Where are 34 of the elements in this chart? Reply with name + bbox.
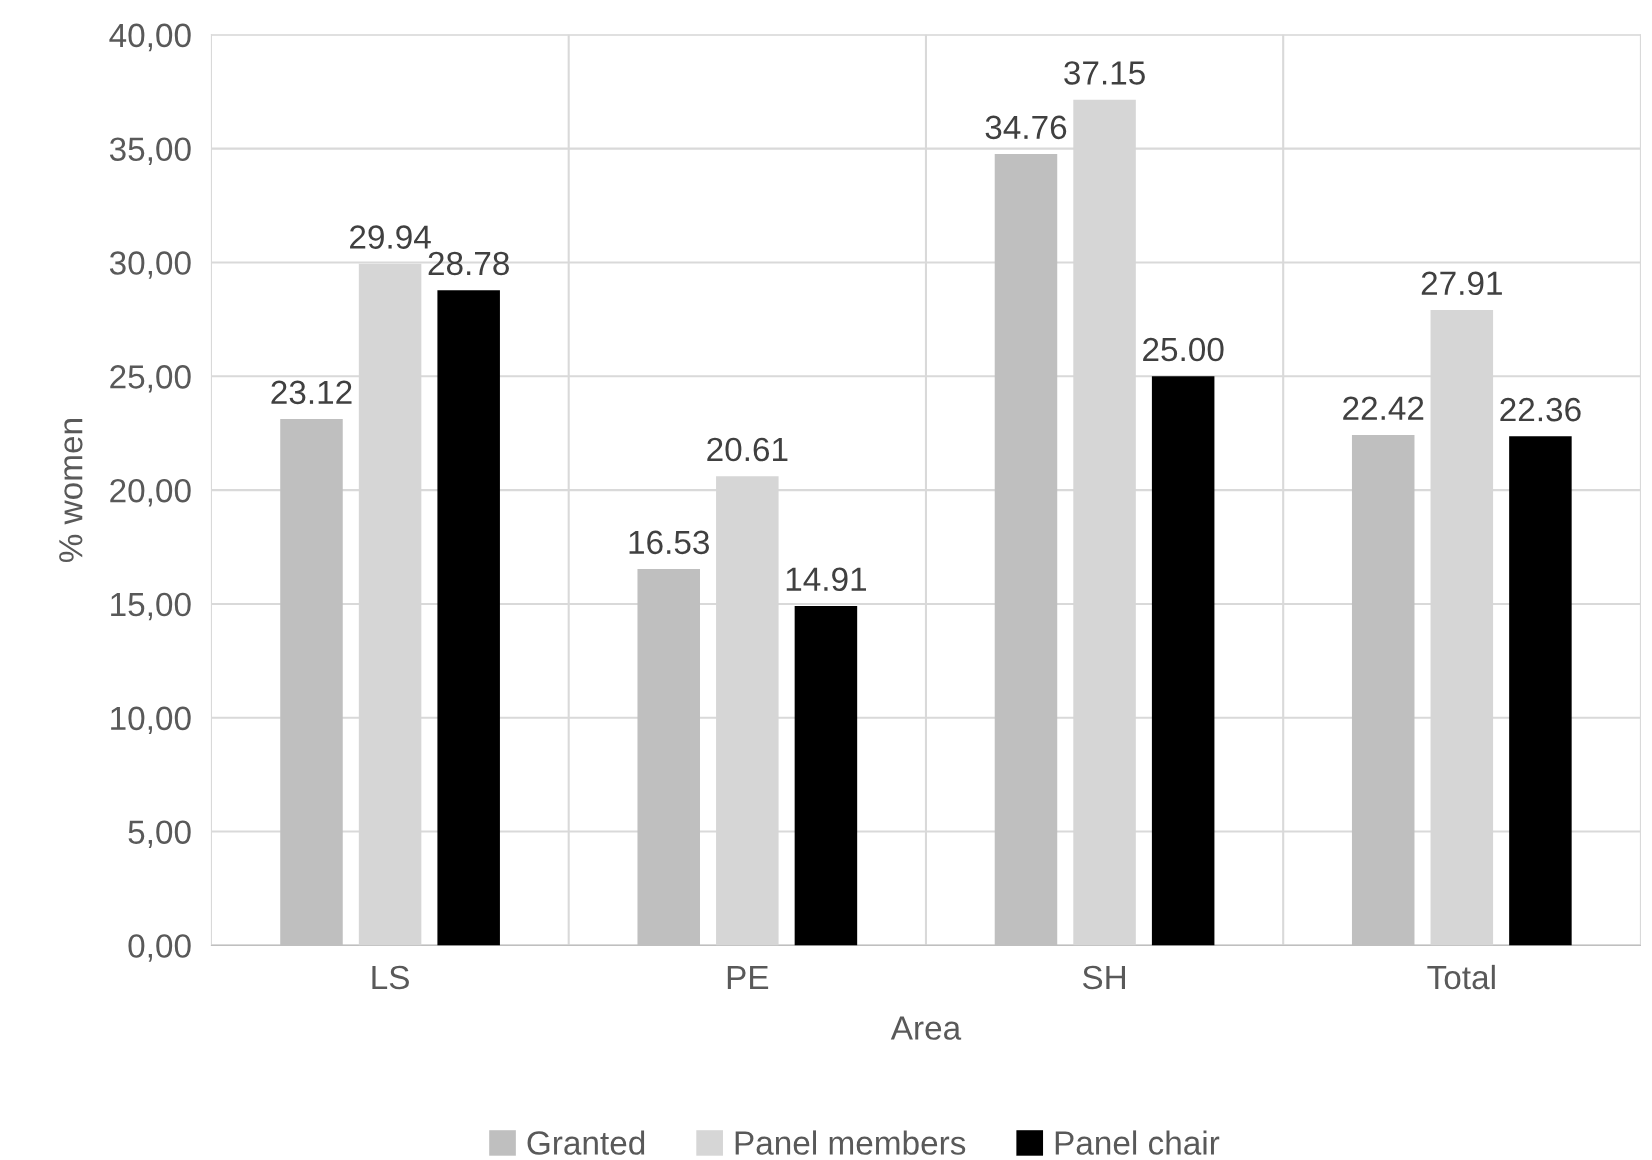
y-tick-label: 5,00: [128, 820, 191, 848]
bar: [794, 605, 858, 946]
y-tick-label: 40,00: [109, 23, 191, 52]
data-label: 22.36: [1500, 397, 1581, 422]
x-axis-title: Area: [890, 1016, 962, 1040]
y-tick-label: 20,00: [110, 478, 191, 507]
x-tick-label: LS: [372, 965, 409, 990]
y-tick-label: 30,00: [109, 251, 191, 279]
legend-label: Panel members: [735, 1130, 966, 1155]
y-tick-label: 25,00: [110, 365, 191, 393]
data-label: 28.78: [428, 251, 509, 276]
bar: [1151, 376, 1215, 946]
bar: [1509, 436, 1572, 946]
data-label: 23.12: [271, 380, 352, 405]
data-label: 14.91: [786, 567, 866, 592]
data-label: 22.42: [1343, 396, 1424, 420]
legend-label: Granted: [527, 1130, 645, 1155]
legend-label: Panel chair: [1055, 1130, 1220, 1155]
data-label: 27.91: [1421, 271, 1502, 296]
y-tick-label: 35,00: [109, 137, 191, 165]
x-tick-label: Total: [1427, 964, 1495, 990]
data-label: 20.61: [707, 437, 788, 462]
y-tick-label: 15,00: [111, 592, 191, 621]
bar: [437, 290, 500, 946]
x-tick-label: PE: [727, 966, 769, 989]
x-tick-label: SH: [1082, 965, 1125, 990]
data-label: 37.15: [1064, 61, 1145, 85]
y-tick-label: 0,00: [128, 934, 191, 962]
y-axis-title: % women: [59, 419, 83, 563]
y-tick-label: 10,00: [111, 706, 191, 735]
data-label: 29.94: [350, 225, 431, 249]
data-label: 25.00: [1143, 337, 1224, 362]
data-label: 16.53: [629, 530, 709, 555]
data-label: 34.76: [985, 115, 1067, 140]
